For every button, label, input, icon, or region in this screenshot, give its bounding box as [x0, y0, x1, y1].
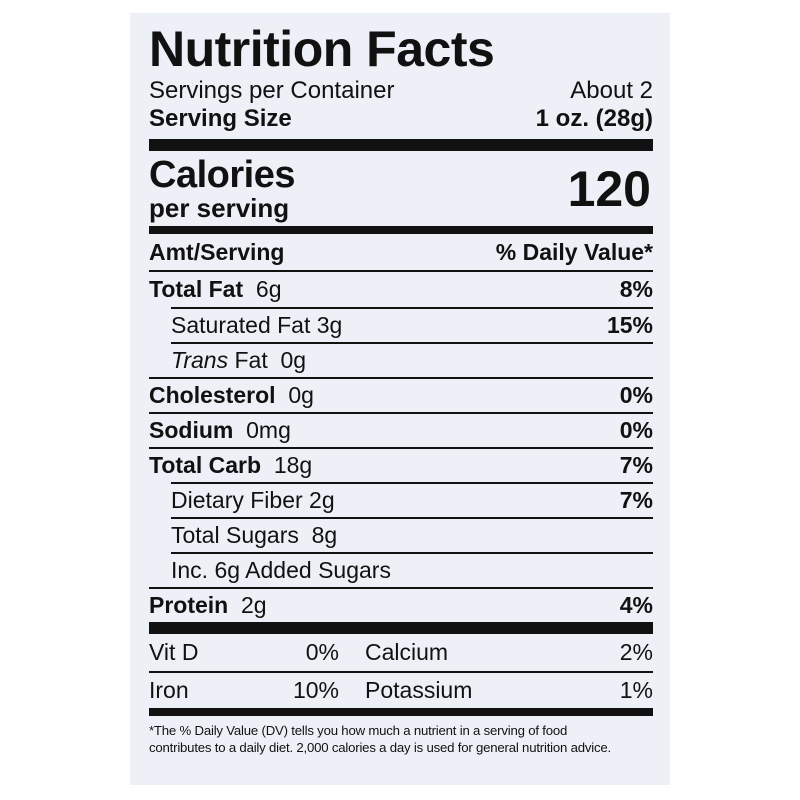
- calories-row: Calories per serving 120: [149, 151, 653, 226]
- nutrient-amount: 8g: [311, 522, 338, 548]
- nutrient-name-italic: Trans: [171, 347, 229, 373]
- nutrient-row-dietary-fiber: Dietary Fiber 2g 7%: [171, 482, 653, 517]
- vitamin-row: Iron 10% Potassium 1%: [149, 671, 653, 708]
- calories-value: 120: [567, 160, 651, 217]
- nutrient-name: Total Carb: [149, 452, 262, 478]
- amt-serving-header: Amt/Serving: [149, 238, 285, 265]
- nutrient-row-sodium: Sodium 0mg 0%: [149, 412, 653, 447]
- nutrient-row-total-fat: Total Fat 6g 8%: [149, 272, 653, 307]
- thick-divider: [149, 139, 653, 151]
- nutrient-row-saturated-fat: Saturated Fat 3g 15%: [171, 307, 653, 342]
- nutrient-row-added-sugars: Inc. 6g Added Sugars: [171, 552, 653, 587]
- nutrient-name: Total Sugars: [171, 522, 299, 548]
- nutrient-row-trans-fat: Trans Fat 0g: [171, 342, 653, 377]
- nutrition-facts-label: Nutrition Facts Servings per Container A…: [130, 13, 670, 785]
- servings-label: Servings per Container: [149, 77, 395, 104]
- nutrient-name: Dietary Fiber: [171, 487, 303, 513]
- nutrient-row-total-carb: Total Carb 18g 7%: [149, 447, 653, 482]
- footnote: *The % Daily Value (DV) tells you how mu…: [149, 716, 653, 756]
- serving-size-value: 1 oz. (28g): [535, 105, 653, 132]
- servings-row: Servings per Container About 2: [149, 77, 653, 105]
- medium-divider: [149, 226, 653, 234]
- nutrient-dv: 4%: [619, 592, 653, 618]
- nutrient-amount: 2g: [309, 487, 335, 513]
- nutrient-name: Fat: [234, 347, 268, 373]
- vitamin-row: Vit D 0% Calcium 2%: [149, 634, 653, 671]
- nutrient-amount: 6g: [255, 276, 282, 302]
- footnote-line: *The % Daily Value (DV) tells you how mu…: [149, 723, 568, 738]
- mineral-name: Calcium: [365, 639, 449, 665]
- medium-divider: [149, 708, 653, 716]
- nutrient-amount: 0mg: [246, 417, 291, 443]
- servings-value: About 2: [570, 77, 653, 104]
- nutrient-dv: 0%: [619, 382, 653, 408]
- mineral-dv: 2%: [619, 639, 653, 665]
- nutrient-row-total-sugars: Total Sugars 8g: [171, 517, 653, 552]
- label-title: Nutrition Facts: [149, 21, 495, 77]
- nutrient-name: Protein: [149, 592, 229, 618]
- mineral-name: Potassium: [365, 677, 473, 703]
- calories-sub-label: per serving: [149, 193, 290, 223]
- calories-label: Calories: [149, 154, 295, 196]
- footnote-line: contributes to a daily diet. 2,000 calor…: [149, 740, 612, 755]
- nutrient-dv: 7%: [619, 452, 653, 478]
- percent-dv-header: % Daily Value*: [495, 238, 653, 265]
- vitamin-dv: 0%: [305, 639, 339, 665]
- vitamin-name: Vit D: [149, 639, 199, 665]
- serving-size-row: Serving Size 1 oz. (28g): [149, 105, 653, 133]
- nutrient-amount: 0g: [288, 382, 314, 408]
- mineral-dv: 10%: [292, 677, 339, 703]
- nutrient-dv: 15%: [606, 312, 653, 338]
- nutrient-amount: 18g: [273, 452, 313, 478]
- nutrient-name: Sodium: [149, 417, 234, 443]
- nutrient-name: Total Fat: [149, 276, 244, 302]
- mineral-name: Iron: [149, 677, 189, 703]
- thin-divider: [149, 270, 653, 272]
- nutrient-name: Cholesterol: [149, 382, 276, 408]
- nutrient-row-cholesterol: Cholesterol 0g 0%: [149, 377, 653, 412]
- nutrient-name: Saturated Fat: [171, 312, 311, 338]
- nutrient-dv: 7%: [619, 487, 653, 513]
- mineral-dv: 1%: [619, 677, 653, 703]
- nutrient-dv: 0%: [619, 417, 653, 443]
- nutrient-dv: 8%: [619, 276, 653, 302]
- nutrient-amount: 2g: [241, 592, 267, 618]
- nutrient-name: Inc. 6g Added Sugars: [171, 557, 391, 583]
- daily-value-header: Amt/Serving % Daily Value*: [149, 234, 653, 270]
- nutrient-amount: 0g: [280, 347, 307, 373]
- serving-size-label: Serving Size: [149, 105, 292, 132]
- nutrient-row-protein: Protein 2g 4%: [149, 587, 653, 622]
- nutrient-amount: 3g: [316, 312, 343, 338]
- thick-divider: [149, 622, 653, 634]
